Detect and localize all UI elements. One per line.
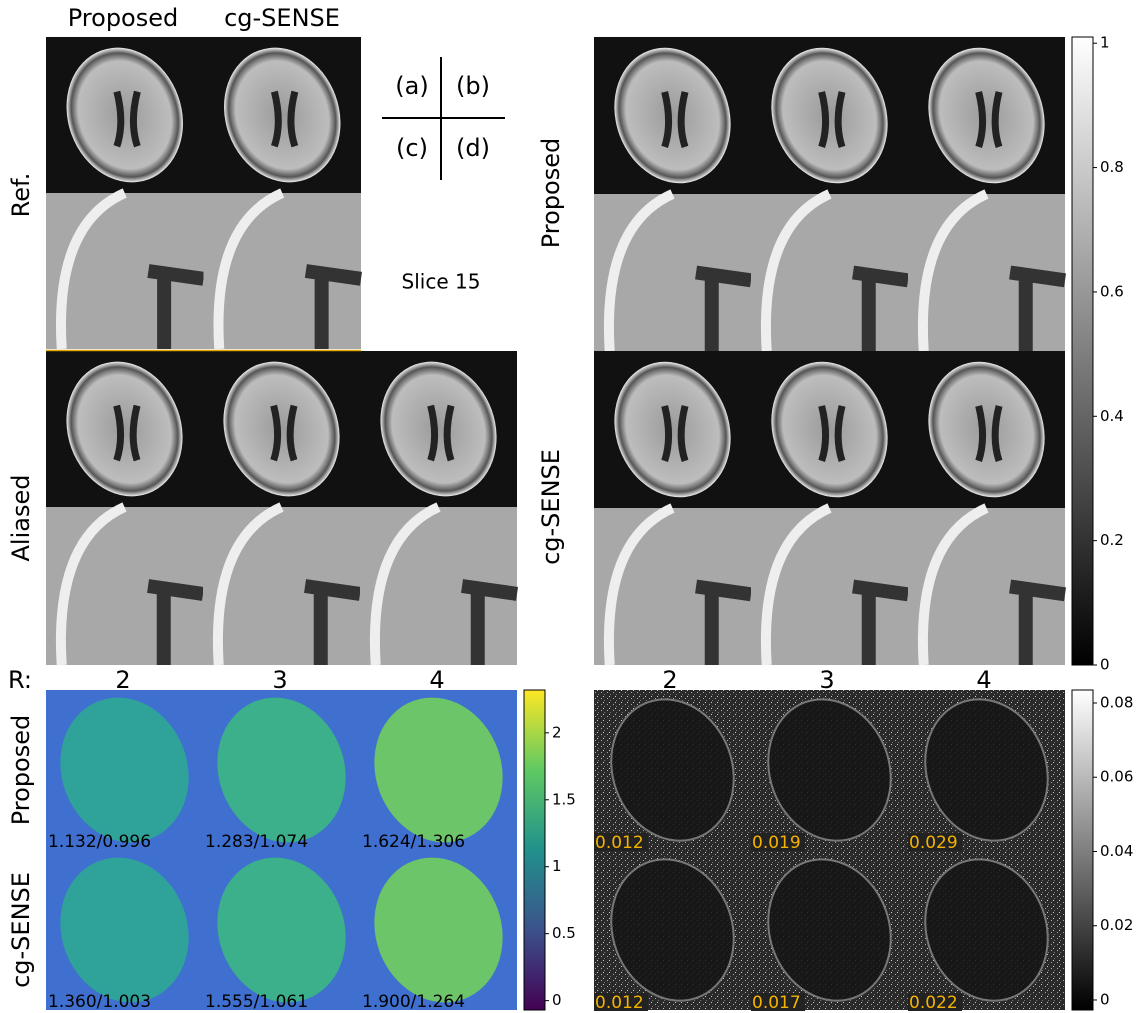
image-tile [749, 842, 910, 1013]
image-tile [592, 842, 753, 1013]
image-tile [906, 682, 1067, 858]
r-value: 3 [272, 666, 287, 694]
colorbar-tick-label: 0.2 [1100, 531, 1124, 549]
slice-label: Slice 15 [402, 270, 481, 294]
colorbar [1072, 690, 1093, 1010]
r-value: 4 [976, 666, 991, 694]
image-tile [594, 508, 751, 665]
error-label: 0.012 [595, 993, 644, 1013]
metric-label: 1.624/1.306 [362, 832, 465, 852]
colorbar-tick-label: 0.4 [1100, 407, 1124, 425]
row-label: Proposed [7, 715, 35, 826]
image-tile [751, 194, 908, 351]
image-tile [908, 345, 1065, 513]
colorbar [524, 690, 545, 1010]
image-tile [354, 839, 522, 1013]
error-label: 0.019 [752, 833, 801, 853]
image-tile [360, 345, 517, 513]
metric-label: 1.132/0.996 [48, 832, 151, 852]
image-tile [46, 507, 203, 665]
colorbar-tick-label: 0.02 [1100, 916, 1133, 934]
image-tile [906, 842, 1067, 1013]
row-label: Aliased [7, 475, 35, 562]
image-tile [908, 508, 1065, 665]
image-tile [46, 31, 204, 199]
image-tile [594, 345, 751, 513]
colorbar-tick-label: 0 [552, 991, 562, 1009]
r-value: 3 [819, 666, 834, 694]
colorbar-tick-label: 1 [552, 857, 562, 875]
metric-label: 1.555/1.061 [205, 992, 308, 1012]
image-tile [908, 194, 1065, 351]
key-label: (c) [396, 134, 428, 162]
colorbar-tick-label: 2 [552, 723, 562, 741]
column-label: Proposed [68, 4, 179, 32]
metric-label: 1.900/1.264 [362, 992, 465, 1012]
colorbar-tick-label: 0.6 [1100, 282, 1124, 300]
r-value: 2 [115, 666, 130, 694]
row-label: Proposed [537, 138, 565, 249]
r-label: R: [8, 666, 32, 694]
key-label: (a) [395, 72, 428, 100]
image-tile [203, 345, 360, 513]
image-tile [749, 682, 910, 858]
image-tile [40, 839, 208, 1013]
row-label: Ref. [7, 173, 35, 218]
column-label: cg-SENSE [224, 4, 340, 32]
r-value: 2 [662, 666, 677, 694]
colorbar-tick-label: 0.06 [1100, 768, 1133, 786]
colorbar-tick-label: 0 [1100, 656, 1110, 674]
image-tile [908, 31, 1065, 199]
image-tile [751, 31, 908, 199]
image-tile [204, 31, 362, 199]
image-tile [360, 507, 517, 665]
image-tile [46, 193, 204, 349]
key-label: (d) [456, 134, 490, 162]
figure: 2 2 3 3 4 4 0 0.2 0.4 0.6 0.8 1 0 0.5 1 1.5 2 0 0.02 0.04 0.… [0, 0, 1147, 1013]
row-label: cg-SENSE [7, 872, 35, 988]
image-tile [46, 345, 203, 513]
colorbar-tick-label: 0.04 [1100, 842, 1133, 860]
colorbar-tick-label: 0 [1100, 990, 1110, 1008]
colorbar-tick-label: 0.8 [1100, 158, 1124, 176]
colorbar-tick-label: 0.08 [1100, 693, 1133, 711]
r-value: 4 [429, 666, 444, 694]
image-tile [594, 194, 751, 351]
image-tile [594, 31, 751, 199]
image-tile [751, 345, 908, 513]
colorbar [1072, 37, 1093, 665]
image-tile [197, 839, 365, 1013]
error-label: 0.022 [909, 993, 958, 1013]
error-label: 0.029 [909, 833, 958, 853]
colorbar-tick-label: 1 [1100, 34, 1110, 52]
image-tile [592, 682, 753, 858]
row-label: cg-SENSE [537, 449, 565, 565]
colorbar-tick-label: 1.5 [552, 790, 576, 808]
colorbar-tick-label: 0.5 [552, 924, 576, 942]
key-label: (b) [456, 72, 490, 100]
image-tile [751, 508, 908, 665]
image-tile [204, 193, 362, 349]
metric-label: 1.360/1.003 [48, 992, 151, 1012]
error-label: 0.017 [752, 993, 801, 1013]
image-tile [203, 507, 360, 665]
error-label: 0.012 [595, 833, 644, 853]
metric-label: 1.283/1.074 [205, 832, 308, 852]
